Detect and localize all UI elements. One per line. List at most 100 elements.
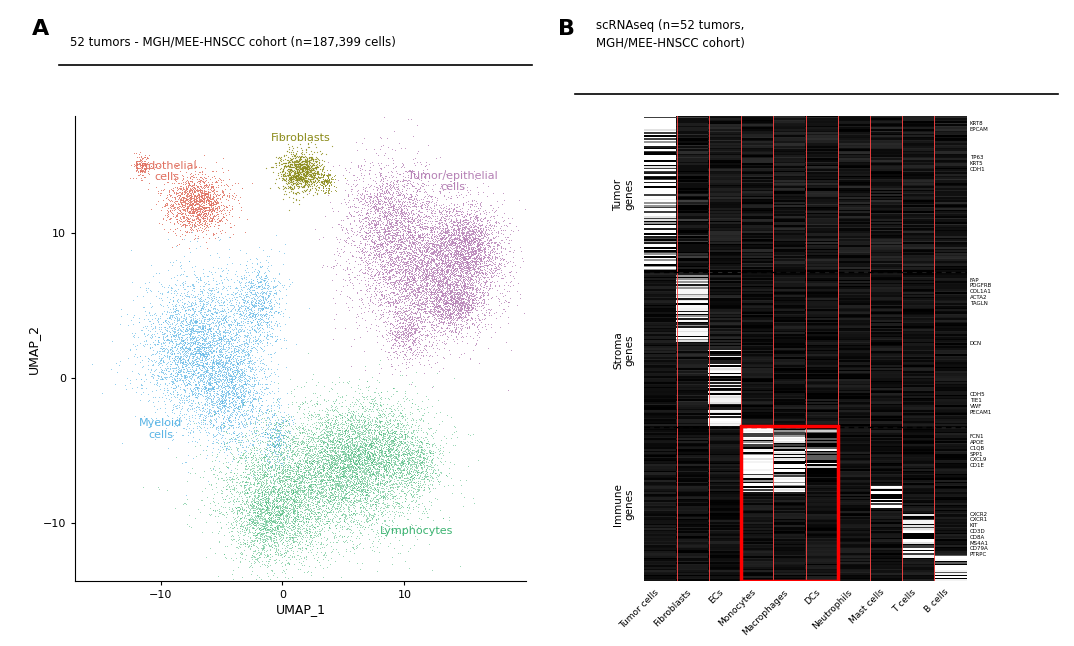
Point xyxy=(389,309,406,320)
Point xyxy=(460,238,477,248)
Point xyxy=(439,287,456,298)
Point xyxy=(395,279,412,289)
Point xyxy=(297,159,315,169)
Point xyxy=(217,398,234,408)
Point xyxy=(160,189,177,199)
Point xyxy=(436,304,453,315)
Point xyxy=(407,315,424,326)
Point xyxy=(174,371,191,381)
Point xyxy=(392,215,409,225)
Point xyxy=(149,337,166,348)
Point xyxy=(455,240,473,251)
Point xyxy=(377,457,394,468)
Point xyxy=(412,483,430,493)
Point xyxy=(357,473,374,483)
Point xyxy=(319,449,336,459)
Point xyxy=(392,269,409,279)
Point xyxy=(362,439,379,449)
Point xyxy=(233,183,250,193)
Point xyxy=(230,371,247,382)
Point xyxy=(334,431,351,441)
Point xyxy=(389,194,406,204)
Point xyxy=(451,240,468,250)
Point xyxy=(381,476,398,486)
Point xyxy=(432,217,449,227)
Point xyxy=(182,172,199,182)
Point xyxy=(302,511,319,521)
Point xyxy=(352,415,369,426)
Point xyxy=(193,195,211,205)
Point xyxy=(473,297,490,307)
Point xyxy=(208,379,226,389)
Point xyxy=(437,291,454,301)
Point xyxy=(410,447,427,457)
Point xyxy=(345,477,362,487)
Point xyxy=(441,313,459,323)
Point xyxy=(159,190,176,200)
Point xyxy=(259,337,276,347)
Point xyxy=(255,310,272,320)
Point xyxy=(199,189,216,200)
Point xyxy=(352,468,369,479)
Point xyxy=(463,271,480,281)
Point xyxy=(430,309,447,320)
Point xyxy=(231,410,248,421)
Point xyxy=(266,548,284,559)
Point xyxy=(401,294,418,304)
Point xyxy=(342,448,359,459)
Point xyxy=(301,480,318,490)
Point xyxy=(276,437,293,447)
Point xyxy=(278,541,295,551)
Point xyxy=(382,193,400,203)
Point xyxy=(344,513,361,523)
Point xyxy=(329,442,346,452)
Point xyxy=(232,435,249,445)
Point xyxy=(251,481,268,491)
Point xyxy=(427,298,445,308)
Point xyxy=(218,375,235,385)
Point xyxy=(361,231,378,241)
Point xyxy=(258,545,275,555)
Point xyxy=(346,466,363,477)
Point xyxy=(289,486,306,497)
Point xyxy=(439,293,456,304)
Point xyxy=(368,444,386,454)
Point xyxy=(418,269,435,280)
Point xyxy=(398,333,416,344)
Point xyxy=(439,266,456,276)
Point xyxy=(184,227,201,237)
Point xyxy=(448,324,465,334)
Point xyxy=(466,235,483,245)
Point xyxy=(364,455,381,465)
Point xyxy=(482,245,499,255)
Point xyxy=(376,226,393,236)
Point xyxy=(305,455,322,466)
Point xyxy=(237,496,255,506)
Point xyxy=(444,306,461,316)
Point xyxy=(336,173,353,183)
Point xyxy=(358,480,375,490)
Point xyxy=(221,397,238,408)
Point xyxy=(248,501,265,512)
Point xyxy=(389,447,406,457)
Point xyxy=(475,287,492,298)
Point xyxy=(474,240,491,250)
Point xyxy=(197,307,214,317)
Point xyxy=(282,172,300,183)
Point xyxy=(359,488,376,499)
Point xyxy=(306,474,323,484)
Point xyxy=(201,379,218,389)
Point xyxy=(282,447,300,457)
Point xyxy=(418,157,435,167)
Point xyxy=(322,444,339,455)
Point xyxy=(373,289,390,300)
Point xyxy=(360,451,377,461)
Point xyxy=(265,450,282,461)
Point xyxy=(367,220,384,230)
Point xyxy=(380,236,397,246)
Point xyxy=(289,526,306,536)
Point xyxy=(464,260,481,271)
Point xyxy=(202,200,219,211)
Point xyxy=(207,408,224,419)
Point xyxy=(176,355,193,365)
